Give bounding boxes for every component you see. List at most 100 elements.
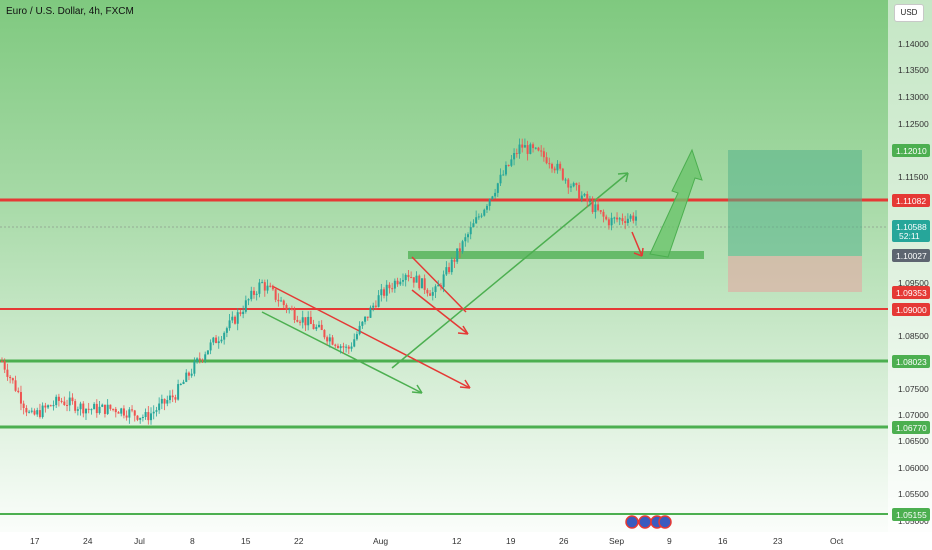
candle-body[interactable] — [366, 316, 369, 318]
candle-body[interactable] — [315, 326, 318, 330]
candle-body[interactable] — [518, 144, 521, 154]
candle-body[interactable] — [334, 344, 337, 346]
candle-body[interactable] — [301, 317, 304, 323]
candle-body[interactable] — [236, 312, 239, 324]
position-stop-zone[interactable] — [728, 256, 862, 292]
candle-body[interactable] — [263, 282, 266, 291]
candle-body[interactable] — [117, 412, 120, 414]
candle-body[interactable] — [44, 405, 47, 408]
candle-body[interactable] — [49, 405, 52, 407]
candle-body[interactable] — [299, 321, 302, 323]
candle-body[interactable] — [423, 278, 426, 290]
candle-body[interactable] — [607, 219, 610, 226]
candle-body[interactable] — [33, 410, 36, 415]
candle-body[interactable] — [586, 194, 589, 202]
candle-body[interactable] — [477, 216, 480, 218]
candle-body[interactable] — [350, 346, 353, 349]
candle-body[interactable] — [293, 309, 296, 320]
projection-up-arrow[interactable] — [649, 148, 703, 258]
trendline-green-up[interactable] — [391, 172, 629, 369]
candle-body[interactable] — [217, 341, 220, 344]
candle-body[interactable] — [391, 288, 394, 290]
candle-body[interactable] — [25, 407, 28, 413]
candle-body[interactable] — [626, 218, 629, 223]
candle-body[interactable] — [331, 337, 334, 345]
time-axis-panel[interactable] — [0, 532, 932, 550]
candle-body[interactable] — [52, 405, 55, 407]
candle-body[interactable] — [575, 183, 578, 186]
candle-body[interactable] — [187, 372, 190, 376]
candle-body[interactable] — [540, 150, 543, 152]
candle-body[interactable] — [632, 215, 635, 221]
candle-body[interactable] — [564, 179, 567, 181]
candle-body[interactable] — [599, 210, 602, 212]
candle-body[interactable] — [79, 403, 82, 410]
candle-body[interactable] — [11, 378, 14, 381]
candle-body[interactable] — [14, 380, 17, 391]
projection-drop-arrow[interactable] — [631, 231, 643, 257]
candle-body[interactable] — [228, 320, 231, 329]
candle-body[interactable] — [624, 221, 627, 223]
candle-body[interactable] — [215, 337, 218, 344]
candle-body[interactable] — [150, 413, 153, 421]
candle-body[interactable] — [177, 384, 180, 400]
candle-body[interactable] — [288, 308, 291, 310]
candle-body[interactable] — [128, 409, 131, 418]
candle-body[interactable] — [412, 277, 415, 283]
candle-body[interactable] — [76, 409, 79, 411]
candle-body[interactable] — [347, 346, 350, 349]
flag-red-line-2[interactable] — [411, 289, 469, 335]
candle-body[interactable] — [163, 398, 166, 404]
us-flag-icon[interactable] — [625, 515, 639, 529]
candle-body[interactable] — [74, 401, 77, 411]
candle-body[interactable] — [458, 248, 461, 252]
candle-body[interactable] — [225, 328, 228, 333]
candle-body[interactable] — [269, 285, 272, 287]
candle-body[interactable] — [464, 237, 467, 242]
candle-body[interactable] — [193, 361, 196, 374]
candle-body[interactable] — [57, 396, 60, 401]
candle-body[interactable] — [616, 217, 619, 220]
candle-body[interactable] — [556, 163, 559, 171]
candle-body[interactable] — [480, 215, 483, 217]
candle-body[interactable] — [618, 218, 621, 220]
candle-body[interactable] — [106, 404, 109, 414]
candle-body[interactable] — [125, 415, 128, 418]
candle-body[interactable] — [41, 405, 44, 418]
candle-body[interactable] — [502, 174, 505, 176]
candle-body[interactable] — [63, 401, 66, 406]
candle-body[interactable] — [38, 410, 41, 418]
candle-body[interactable] — [445, 267, 448, 275]
candle-body[interactable] — [320, 324, 323, 331]
candle-body[interactable] — [82, 403, 85, 414]
candle-body[interactable] — [442, 274, 445, 287]
candle-body[interactable] — [434, 286, 437, 293]
candle-body[interactable] — [361, 321, 364, 326]
candle-body[interactable] — [71, 397, 74, 402]
candle-body[interactable] — [591, 201, 594, 213]
candle-body[interactable] — [559, 163, 562, 169]
candle-body[interactable] — [345, 346, 348, 348]
candle-body[interactable] — [521, 144, 524, 148]
candle-body[interactable] — [583, 194, 586, 196]
candle-body[interactable] — [66, 405, 69, 407]
candle-body[interactable] — [453, 259, 456, 262]
candle-body[interactable] — [139, 417, 142, 420]
candle-body[interactable] — [323, 330, 326, 338]
candle-body[interactable] — [602, 211, 605, 217]
candle-body[interactable] — [280, 300, 283, 302]
candle-body[interactable] — [621, 218, 624, 222]
candle-body[interactable] — [144, 412, 147, 418]
candle-body[interactable] — [475, 217, 478, 224]
candle-body[interactable] — [296, 319, 299, 322]
candle-body[interactable] — [290, 308, 293, 310]
candle-body[interactable] — [266, 285, 269, 291]
candle-body[interactable] — [510, 159, 513, 166]
candle-body[interactable] — [580, 195, 583, 200]
candle-body[interactable] — [488, 199, 491, 206]
candle-body[interactable] — [252, 290, 255, 295]
candle-body[interactable] — [68, 397, 71, 406]
price-tag-entry[interactable]: 1.10027 — [892, 249, 930, 262]
entry-zone[interactable] — [408, 251, 704, 259]
